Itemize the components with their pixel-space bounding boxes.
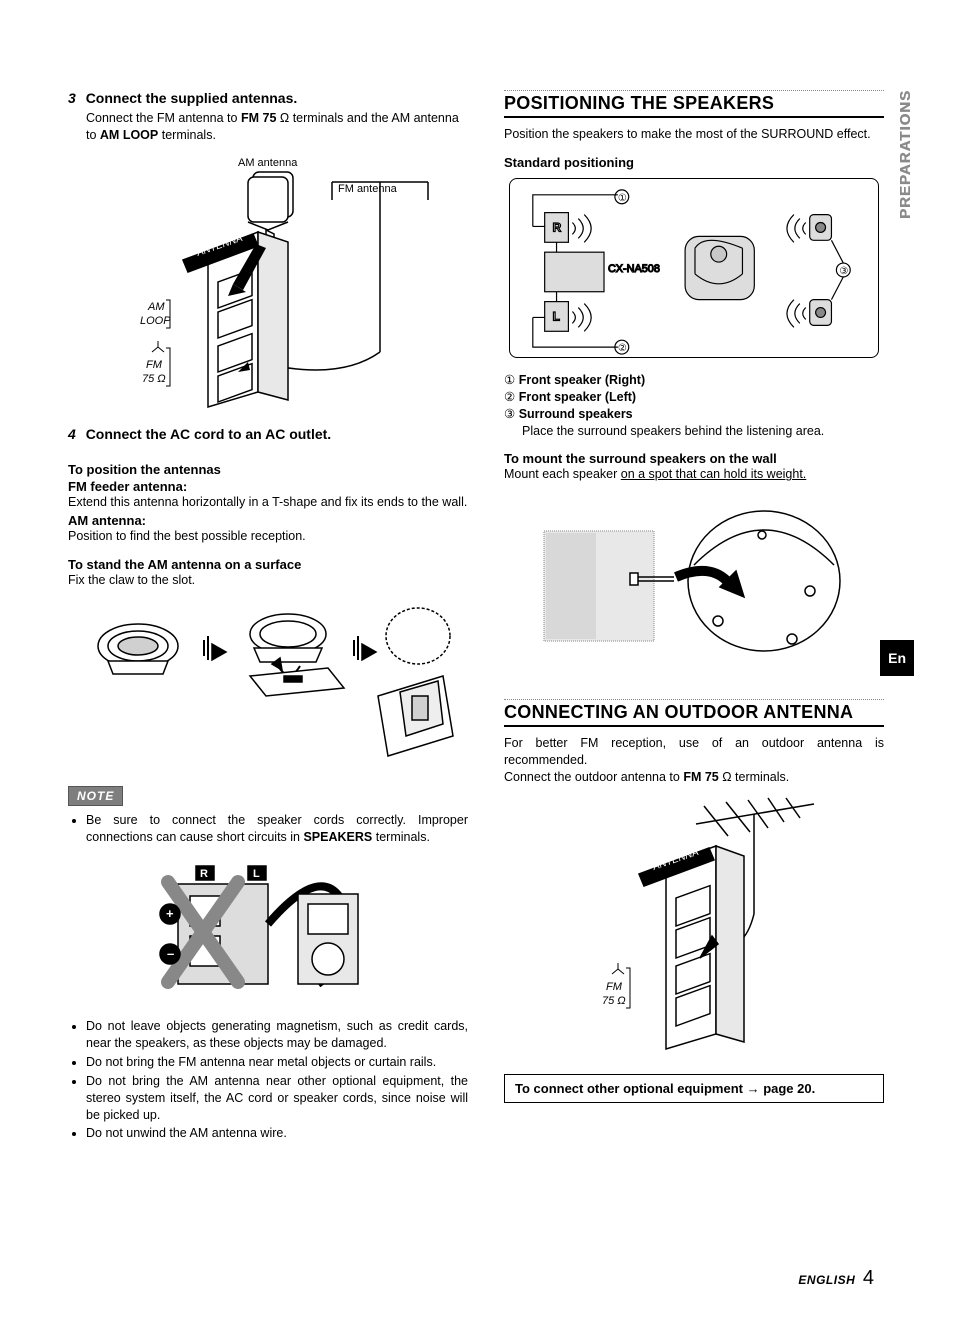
- antenna-connection-diagram: AM antenna FM antenna: [88, 152, 448, 412]
- step4-heading: 4 Connect the AC cord to an AC outlet.: [68, 426, 468, 442]
- svg-text:FM antenna: FM antenna: [338, 183, 398, 195]
- mount-heading: To mount the surround speakers on the wa…: [504, 451, 884, 466]
- language-badge: En: [880, 640, 914, 676]
- note-bullet-speakers: Be sure to connect the speaker cords cor…: [86, 812, 468, 846]
- page-footer: English 4: [798, 1267, 874, 1290]
- step3-heading: 3 Connect the supplied antennas.: [68, 90, 468, 106]
- legend-item: ② Front speaker (Left): [504, 389, 884, 406]
- svg-text:75 Ω: 75 Ω: [142, 373, 166, 385]
- svg-text:L: L: [253, 868, 260, 880]
- content-columns: 3 Connect the supplied antennas. Connect…: [68, 90, 904, 1144]
- svg-text:①: ①: [618, 193, 627, 204]
- fm-feeder-heading: FM feeder antenna:: [68, 479, 468, 494]
- note-bullet-list-2: Do not leave objects generating magnetis…: [68, 1018, 468, 1142]
- legend-item-text: Place the surround speakers behind the l…: [522, 423, 884, 440]
- mount-text: Mount each speaker on a spot that can ho…: [504, 466, 884, 483]
- standard-positioning-heading: Standard positioning: [504, 155, 884, 170]
- note-badge: NOTE: [68, 786, 123, 806]
- svg-text:AM antenna: AM antenna: [238, 157, 298, 169]
- note-section: NOTE Be sure to connect the speaker cord…: [68, 786, 468, 846]
- svg-text:LOOP: LOOP: [140, 315, 171, 327]
- step3-title: Connect the supplied antennas.: [86, 90, 298, 106]
- svg-text:R: R: [553, 220, 562, 234]
- room-layout-diagram: R L CX-NA508: [509, 178, 879, 358]
- svg-text:FM: FM: [146, 359, 163, 371]
- position-antennas-heading: To position the antennas: [68, 462, 468, 477]
- side-tab: PREPARATIONS: [897, 90, 914, 219]
- section-positioning-intro: Position the speakers to make the most o…: [504, 126, 884, 143]
- svg-text:AM: AM: [147, 301, 165, 313]
- bullet-item: Do not unwind the AM antenna wire.: [86, 1125, 468, 1142]
- outdoor-text-1: For better FM reception, use of an outdo…: [504, 735, 884, 769]
- speaker-legend: ① Front speaker (Right) ② Front speaker …: [504, 372, 884, 440]
- section-outdoor-title: CONNECTING AN OUTDOOR ANTENNA: [504, 699, 884, 727]
- bullet-item: Do not leave objects generating magnetis…: [86, 1018, 468, 1052]
- bullet-item: Do not bring the FM antenna near metal o…: [86, 1054, 468, 1071]
- stand-am-heading: To stand the AM antenna on a surface: [68, 557, 468, 572]
- stand-am-text: Fix the claw to the slot.: [68, 572, 468, 589]
- wrong-wiring-diagram: R L + –: [138, 854, 398, 1004]
- svg-text:②: ②: [618, 343, 627, 354]
- svg-text:FM: FM: [606, 981, 623, 993]
- footer-language: English: [798, 1273, 855, 1287]
- svg-text:③: ③: [839, 266, 848, 277]
- am-antenna-text: Position to find the best possible recep…: [68, 528, 468, 545]
- svg-text:+: +: [166, 906, 174, 921]
- bullet-item: Do not bring the AM antenna near other o…: [86, 1073, 468, 1124]
- legend-item: ① Front speaker (Right): [504, 372, 884, 389]
- legend-item: ③ Surround speakers: [504, 406, 884, 423]
- wall-mount-diagram: [534, 491, 854, 661]
- section-positioning-title: POSITIONING THE SPEAKERS: [504, 90, 884, 118]
- svg-text:75 Ω: 75 Ω: [602, 995, 626, 1007]
- step3-body: Connect the FM antenna to FM 75 Ω termin…: [86, 110, 468, 144]
- left-column: 3 Connect the supplied antennas. Connect…: [68, 90, 468, 1144]
- fm-feeder-text: Extend this antenna horizontally in a T-…: [68, 494, 468, 511]
- footer-page-number: 4: [863, 1267, 874, 1289]
- note-bullet-list-1: Be sure to connect the speaker cords cor…: [68, 812, 468, 846]
- step4-number: 4: [68, 426, 76, 442]
- step4-title: Connect the AC cord to an AC outlet.: [86, 426, 332, 442]
- svg-text:R: R: [200, 868, 208, 880]
- step3-number: 3: [68, 90, 76, 106]
- svg-text:–: –: [167, 946, 174, 961]
- outdoor-antenna-diagram: ANTENNA FM 75 Ω: [544, 794, 844, 1054]
- right-column: POSITIONING THE SPEAKERS Position the sp…: [504, 90, 884, 1144]
- optional-equipment-callout: To connect other optional equipment → pa…: [504, 1074, 884, 1103]
- am-antenna-heading: AM antenna:: [68, 513, 468, 528]
- outdoor-text-2: Connect the outdoor antenna to FM 75 Ω t…: [504, 769, 884, 786]
- am-stand-diagram: [78, 596, 458, 766]
- svg-text:L: L: [553, 309, 560, 323]
- svg-text:CX-NA508: CX-NA508: [608, 263, 660, 275]
